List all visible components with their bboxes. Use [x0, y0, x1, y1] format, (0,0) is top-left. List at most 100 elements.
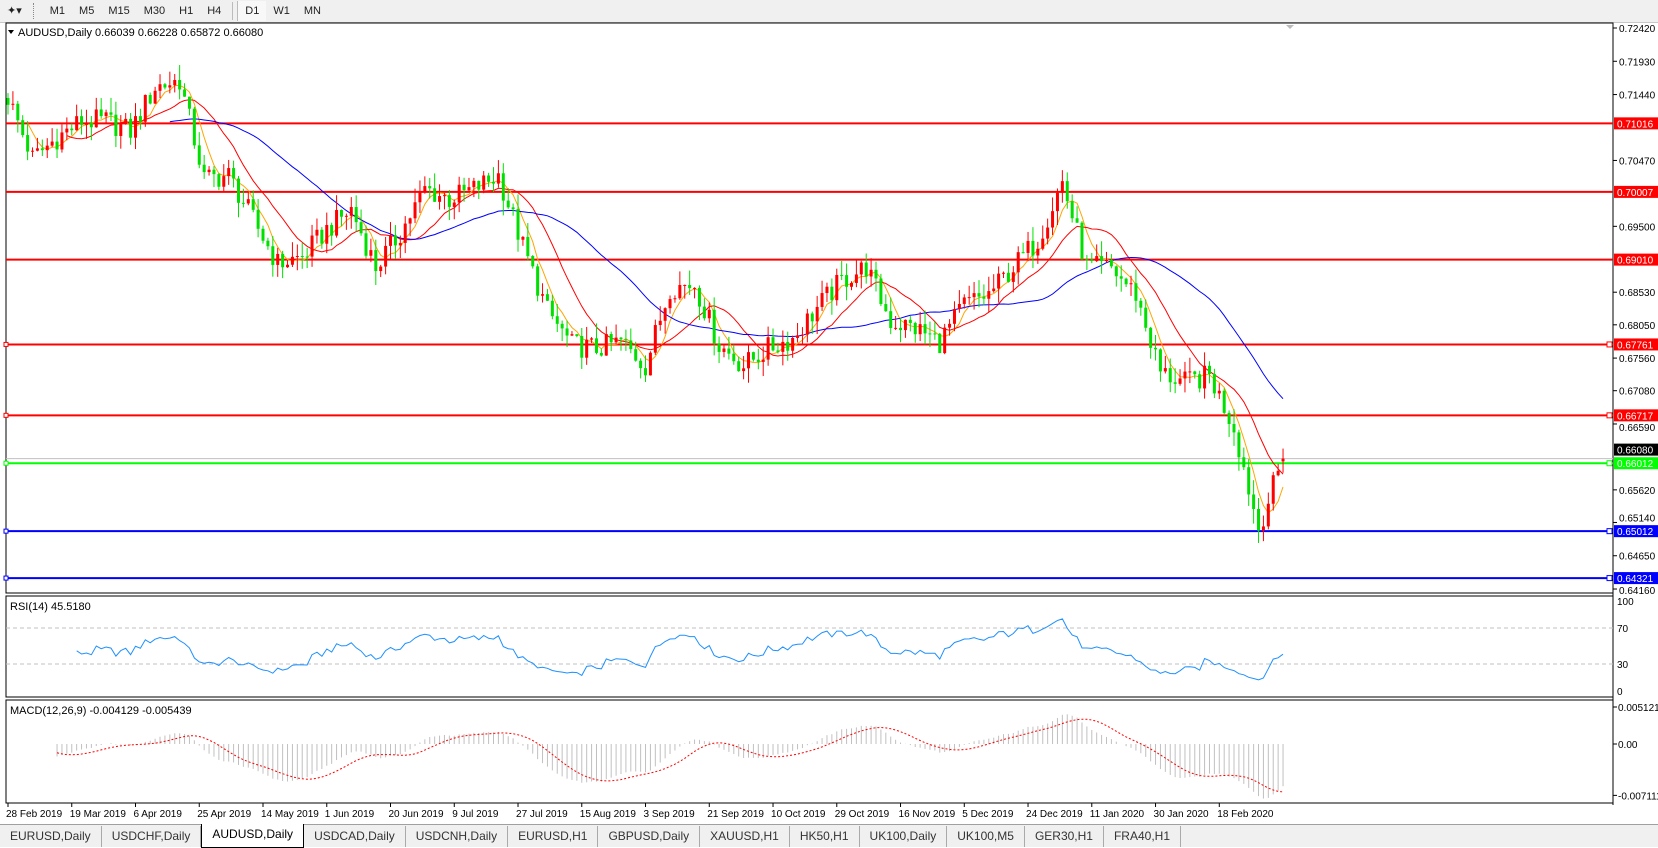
candle	[756, 348, 760, 370]
candle-body	[183, 89, 187, 97]
tab-usdcad-daily[interactable]: USDCAD,Daily	[304, 826, 406, 847]
candle	[840, 260, 844, 281]
candle	[438, 184, 442, 210]
candle	[1188, 357, 1192, 384]
candle-body	[575, 334, 579, 337]
candle-body	[241, 202, 245, 204]
level-anchor-handle[interactable]	[3, 575, 9, 581]
candle	[374, 239, 378, 285]
level-price-label: 0.69010	[1617, 256, 1654, 267]
candle-body	[776, 350, 780, 352]
candle-body	[310, 235, 314, 257]
candle-body	[1090, 259, 1094, 262]
chart-tabs: EURUSD,Daily USDCHF,Daily AUDUSD,Daily USDC…	[0, 824, 1658, 848]
shift-marker-icon[interactable]	[1286, 25, 1294, 29]
candle	[516, 194, 520, 252]
candle-body	[585, 339, 589, 358]
tab-eurusd-daily[interactable]: EURUSD,Daily	[0, 826, 102, 847]
candle	[40, 139, 44, 157]
level-anchor-handle[interactable]	[3, 460, 9, 466]
candle-body	[531, 256, 535, 267]
candle-body	[374, 250, 378, 272]
candle	[1011, 266, 1015, 293]
candle-body	[359, 222, 363, 234]
rsi-panel-frame	[5, 595, 1614, 698]
candle	[722, 343, 726, 358]
timeframe-m1-button[interactable]: M1	[49, 5, 66, 17]
candle-body	[1046, 227, 1050, 239]
legend-collapse-icon[interactable]	[8, 30, 14, 34]
candle-body	[1114, 266, 1118, 277]
tab-xauusd-h1[interactable]: XAUUSD,H1	[700, 826, 790, 847]
timeframe-m30-button[interactable]: M30	[143, 5, 166, 17]
price-tick-label: 0.67080	[1619, 387, 1656, 398]
level-anchor-handle[interactable]	[1606, 528, 1613, 535]
candle-body	[599, 352, 603, 356]
candle-body	[75, 116, 79, 131]
candle	[1085, 255, 1089, 270]
tab-audusd-daily[interactable]: AUDUSD,Daily	[201, 824, 305, 848]
tab-ger30-h1[interactable]: GER30,H1	[1025, 826, 1104, 847]
candle-body	[1207, 365, 1211, 375]
candle	[761, 346, 765, 377]
ma-mid-line	[66, 99, 1284, 475]
candle-body	[197, 145, 201, 165]
date-tick-label: 3 Sep 2019	[644, 809, 696, 820]
toolbar-grip[interactable]	[32, 3, 37, 19]
tab-usdcnh-daily[interactable]: USDCNH,Daily	[406, 826, 509, 847]
candle-body	[864, 262, 868, 277]
level-anchor-handle[interactable]	[1606, 341, 1613, 348]
candle-body	[428, 186, 432, 189]
candle	[256, 199, 260, 238]
timeframe-w1-button[interactable]: W1	[273, 5, 290, 17]
candle	[560, 320, 564, 342]
candle	[791, 335, 795, 358]
candle-body	[717, 343, 721, 352]
tab-gbpusd-daily[interactable]: GBPUSD,Daily	[598, 826, 701, 847]
level-anchor-handle[interactable]	[1606, 460, 1613, 467]
timeframe-h1-button[interactable]: H1	[179, 5, 194, 17]
tab-usdchf-daily[interactable]: USDCHF,Daily	[102, 826, 202, 847]
candle	[614, 324, 618, 345]
candle-body	[153, 90, 157, 104]
candle-body	[1041, 238, 1045, 249]
level-anchor-handle[interactable]	[3, 412, 9, 418]
level-anchor-handle[interactable]	[3, 528, 9, 534]
candle	[683, 284, 687, 299]
level-price-label: 0.66717	[1617, 411, 1654, 422]
candle-body	[1109, 260, 1113, 267]
candle	[805, 308, 809, 343]
candle-body	[305, 256, 309, 258]
candle-body	[1271, 475, 1275, 504]
candle	[820, 280, 824, 311]
level-anchor-handle[interactable]	[1606, 412, 1613, 419]
candle	[1114, 265, 1118, 287]
timeframe-d1-button[interactable]: D1	[237, 1, 267, 21]
candle	[320, 227, 324, 249]
line-tools-icon[interactable]: ✦▾	[7, 5, 22, 17]
timeframe-mn-button[interactable]: MN	[303, 5, 321, 17]
candle	[693, 287, 697, 299]
candle-body	[467, 187, 471, 191]
tab-uk100-daily[interactable]: UK100,Daily	[860, 826, 948, 847]
tab-eurusd-h1[interactable]: EURUSD,H1	[508, 826, 599, 847]
timeframe-m5-button[interactable]: M5	[79, 5, 95, 17]
date-tick-label: 14 May 2019	[261, 809, 319, 820]
candle-body	[634, 349, 638, 361]
timeframe-h4-button[interactable]: H4	[207, 5, 222, 17]
level-anchor-handle[interactable]	[1606, 575, 1613, 582]
rsi-tick-label: 0	[1617, 687, 1623, 698]
tab-hk50-h1[interactable]: HK50,H1	[790, 826, 860, 847]
candle	[987, 276, 991, 313]
candle	[668, 295, 672, 314]
timeframe-m15-button[interactable]: M15	[108, 5, 130, 17]
tab-fra40-h1[interactable]: FRA40,H1	[1104, 826, 1181, 847]
tab-uk100-m5[interactable]: UK100,M5	[947, 826, 1025, 847]
candle-body	[1252, 494, 1256, 509]
candle	[849, 281, 853, 291]
level-anchor-handle[interactable]	[3, 341, 9, 347]
candle-body	[688, 284, 692, 289]
candle	[99, 98, 103, 119]
candle	[212, 166, 216, 188]
